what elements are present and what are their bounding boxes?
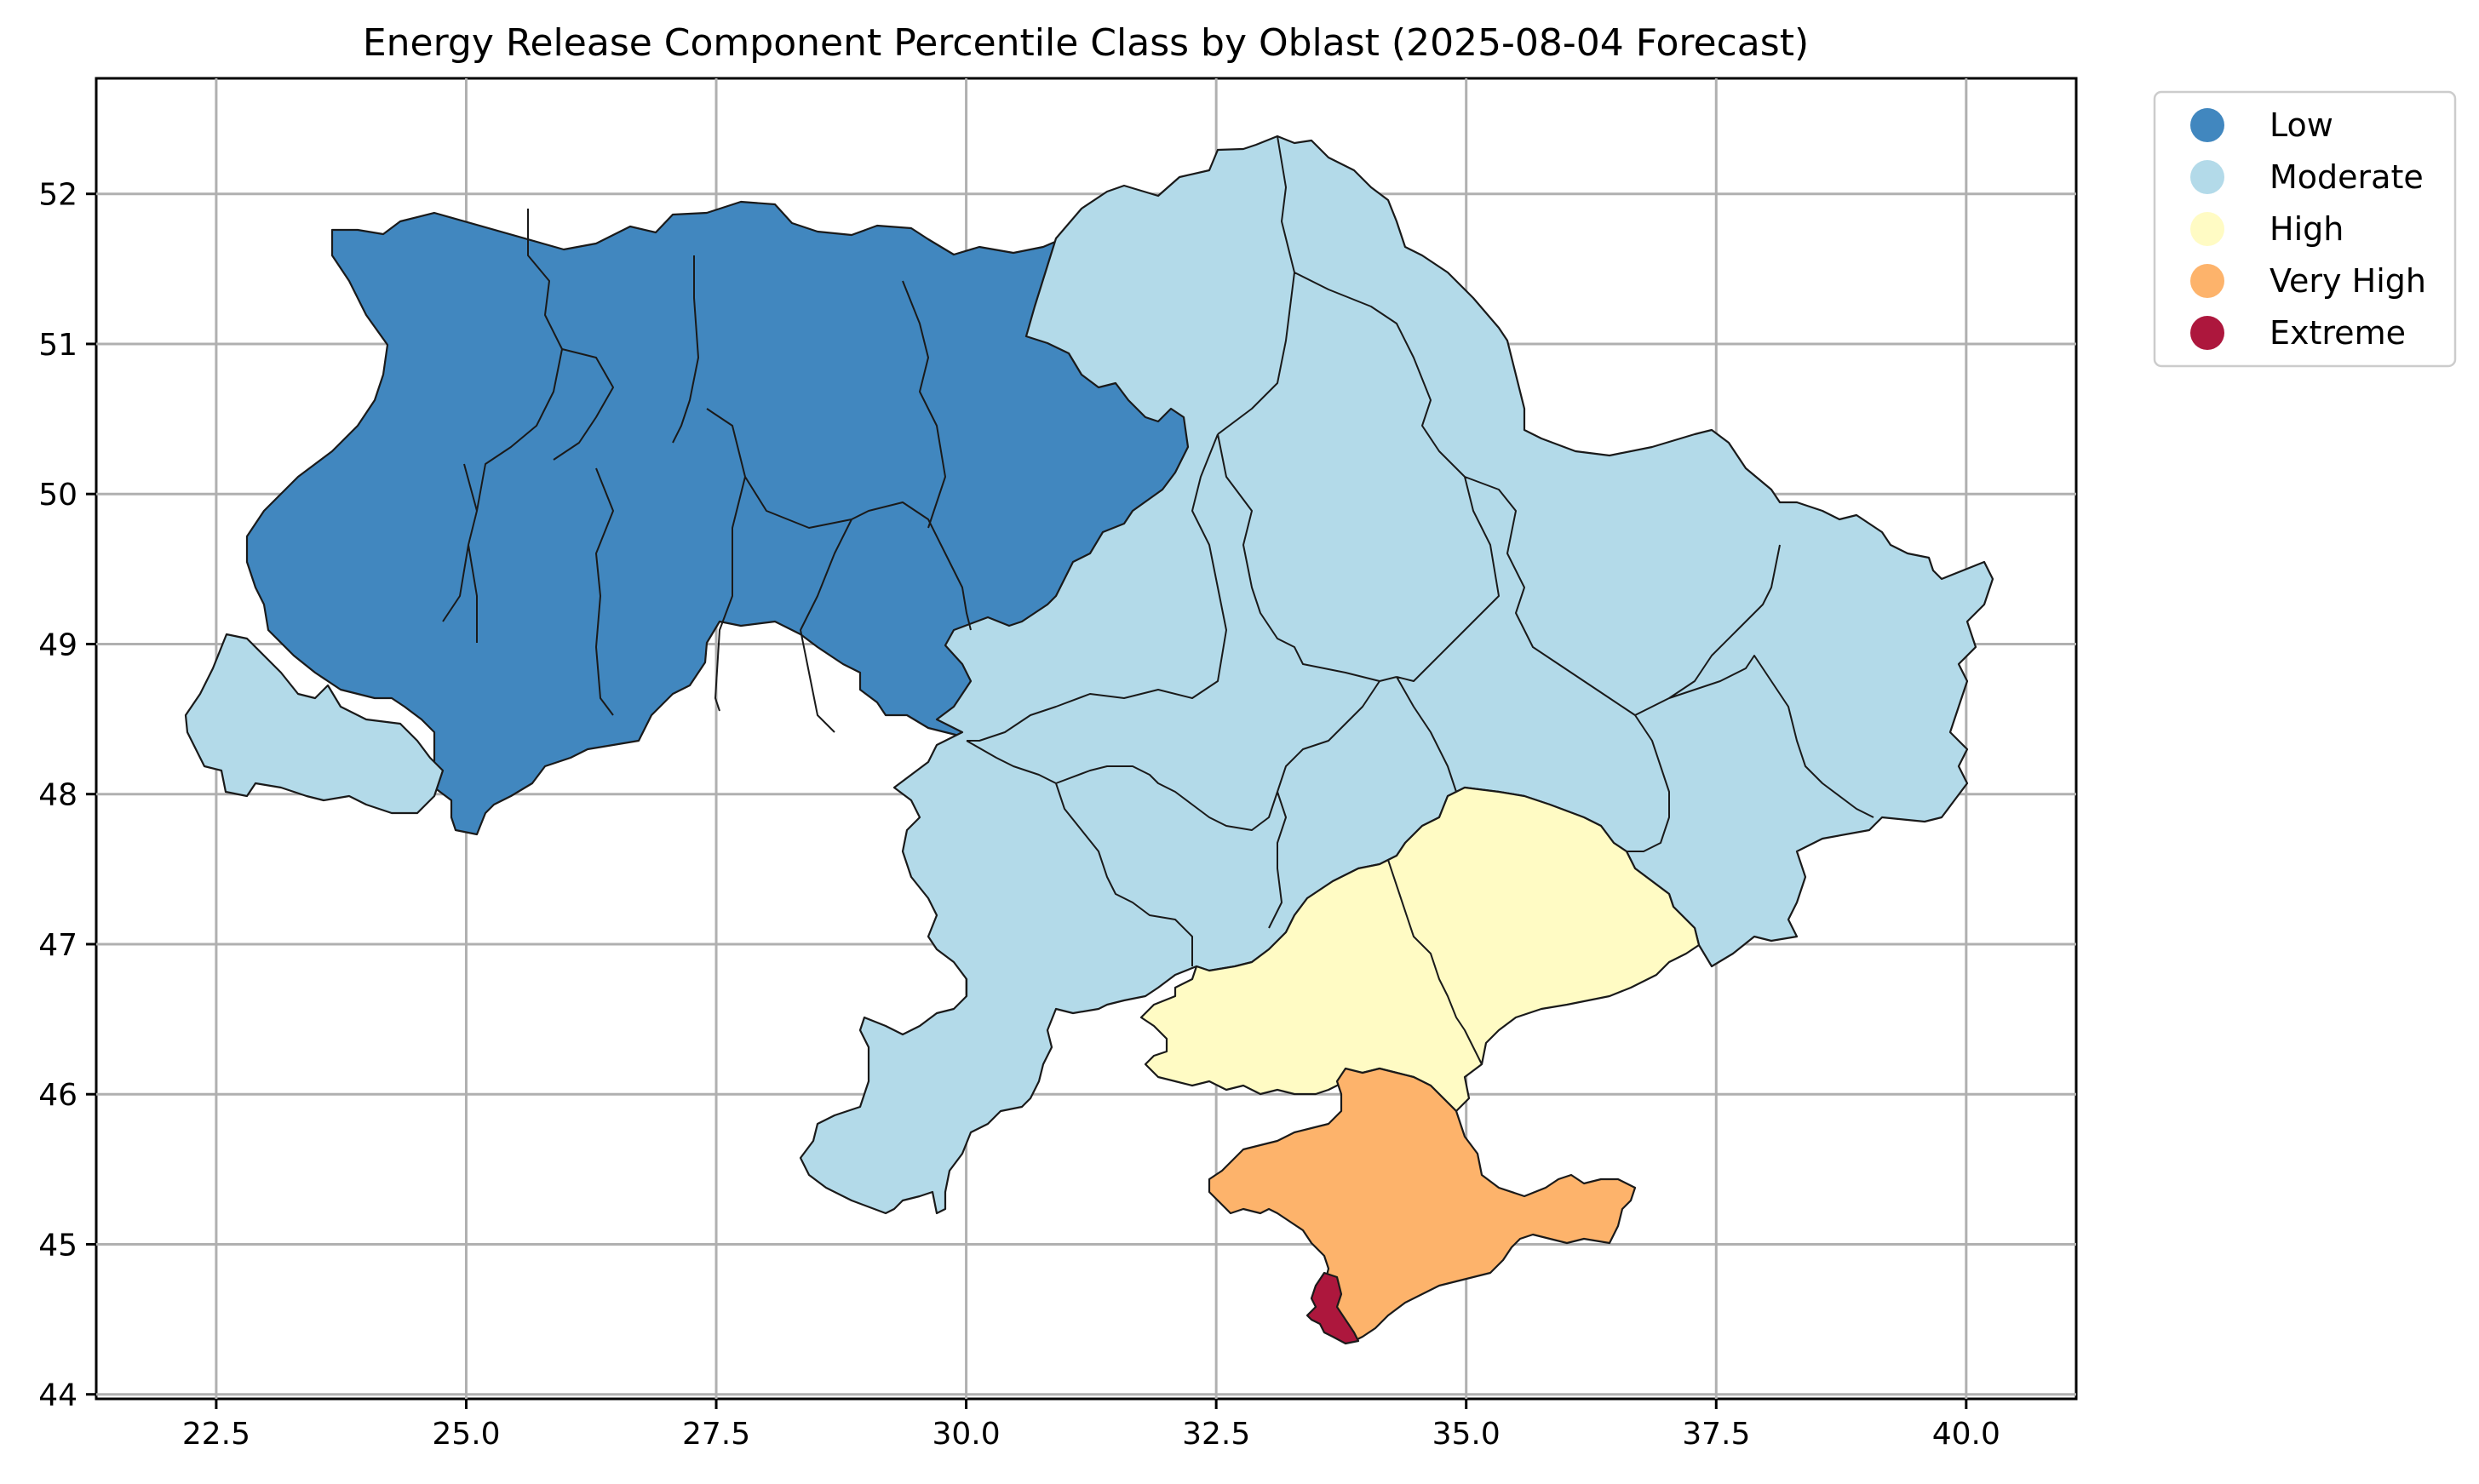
y-tick-label-7: 51 [38, 328, 77, 363]
legend-marker-moderate [2190, 160, 2224, 194]
legend-marker-very-high [2190, 264, 2224, 298]
y-tick-label-2: 46 [38, 1078, 77, 1113]
legend: Low Moderate High Very High Extreme [2153, 90, 2457, 368]
plot-frame [95, 77, 2078, 1401]
x-tick-label-1: 25.0 [432, 1417, 500, 1452]
legend-label-moderate: Moderate [2270, 158, 2424, 196]
region-extreme-sevastopol [1305, 1271, 1360, 1345]
y-tick-label-0: 44 [38, 1378, 77, 1413]
x-tick-label-4: 32.5 [1182, 1417, 1250, 1452]
y-tick-label-3: 47 [38, 928, 77, 963]
legend-frame [2153, 90, 2457, 368]
legend-label-very-high: Very High [2270, 262, 2426, 300]
x-tick-label-2: 27.5 [682, 1417, 750, 1452]
legend-marker-low [2190, 108, 2224, 142]
y-tick-label-8: 52 [38, 178, 77, 213]
region-moderate-far-west [184, 633, 445, 815]
x-axis-ticks: 22.5 25.0 27.5 30.0 32.5 35.0 37.5 40.0 [182, 1399, 2000, 1452]
x-tick-label-6: 37.5 [1682, 1417, 1750, 1452]
internal-borders [442, 135, 1874, 1065]
legend-marker-high [2190, 212, 2224, 246]
y-tick-label-1: 45 [38, 1228, 77, 1263]
region-high-south [1139, 786, 1701, 1113]
x-tick-label-5: 35.0 [1432, 1417, 1501, 1452]
x-tick-label-3: 30.0 [932, 1417, 1001, 1452]
legend-marker-extreme [2190, 316, 2224, 350]
legend-label-high: High [2270, 210, 2344, 248]
map-regions [184, 135, 1994, 1345]
y-tick-label-5: 49 [38, 627, 77, 662]
chart-title: Energy Release Component Percentile Clas… [363, 21, 1809, 65]
region-very-high-crimea [1208, 1067, 1637, 1343]
x-tick-label-7: 40.0 [1932, 1417, 2000, 1452]
legend-label-low: Low [2270, 106, 2333, 144]
y-axis-ticks: 44 45 46 47 48 49 50 51 52 [38, 178, 96, 1413]
y-tick-label-6: 50 [38, 478, 77, 513]
x-tick-label-0: 22.5 [182, 1417, 250, 1452]
y-tick-label-4: 48 [38, 778, 77, 813]
legend-label-extreme: Extreme [2270, 314, 2406, 352]
